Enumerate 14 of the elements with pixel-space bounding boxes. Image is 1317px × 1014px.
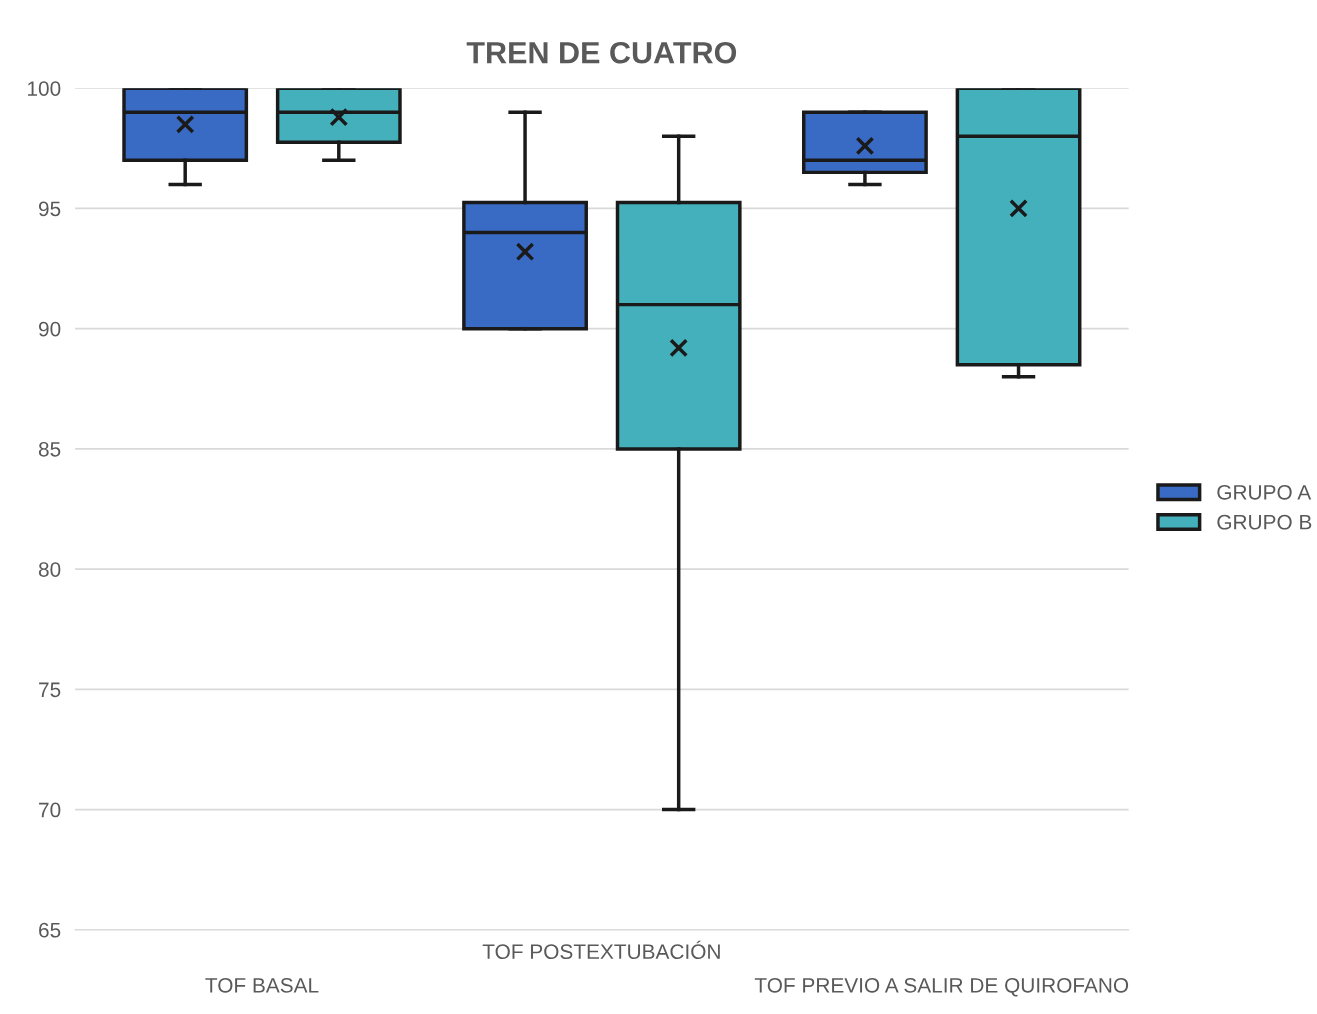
legend-label: GRUPO A (1217, 484, 1312, 500)
y-tick-label: 85 (38, 441, 61, 457)
x-tick-label: TOF POSTEXTUBACIÓN (482, 940, 720, 960)
y-tick-label: 100 (28, 81, 61, 96)
legend-label: GRUPO B (1217, 514, 1312, 530)
x-tick-label: TOF PREVIO A SALIR DE QUIROFANO (754, 977, 1129, 997)
y-tick-label: 95 (38, 201, 61, 217)
y-tick-label: 90 (38, 321, 61, 337)
y-tick-label: 75 (39, 682, 61, 698)
y-tick-label: 70 (39, 802, 61, 818)
x-tick-label: TOF BASAL (205, 977, 319, 993)
y-tick-label: 65 (39, 922, 61, 938)
y-tick-label: 80 (38, 562, 61, 577)
chart-title: TREN DE CUATRO (466, 41, 737, 64)
